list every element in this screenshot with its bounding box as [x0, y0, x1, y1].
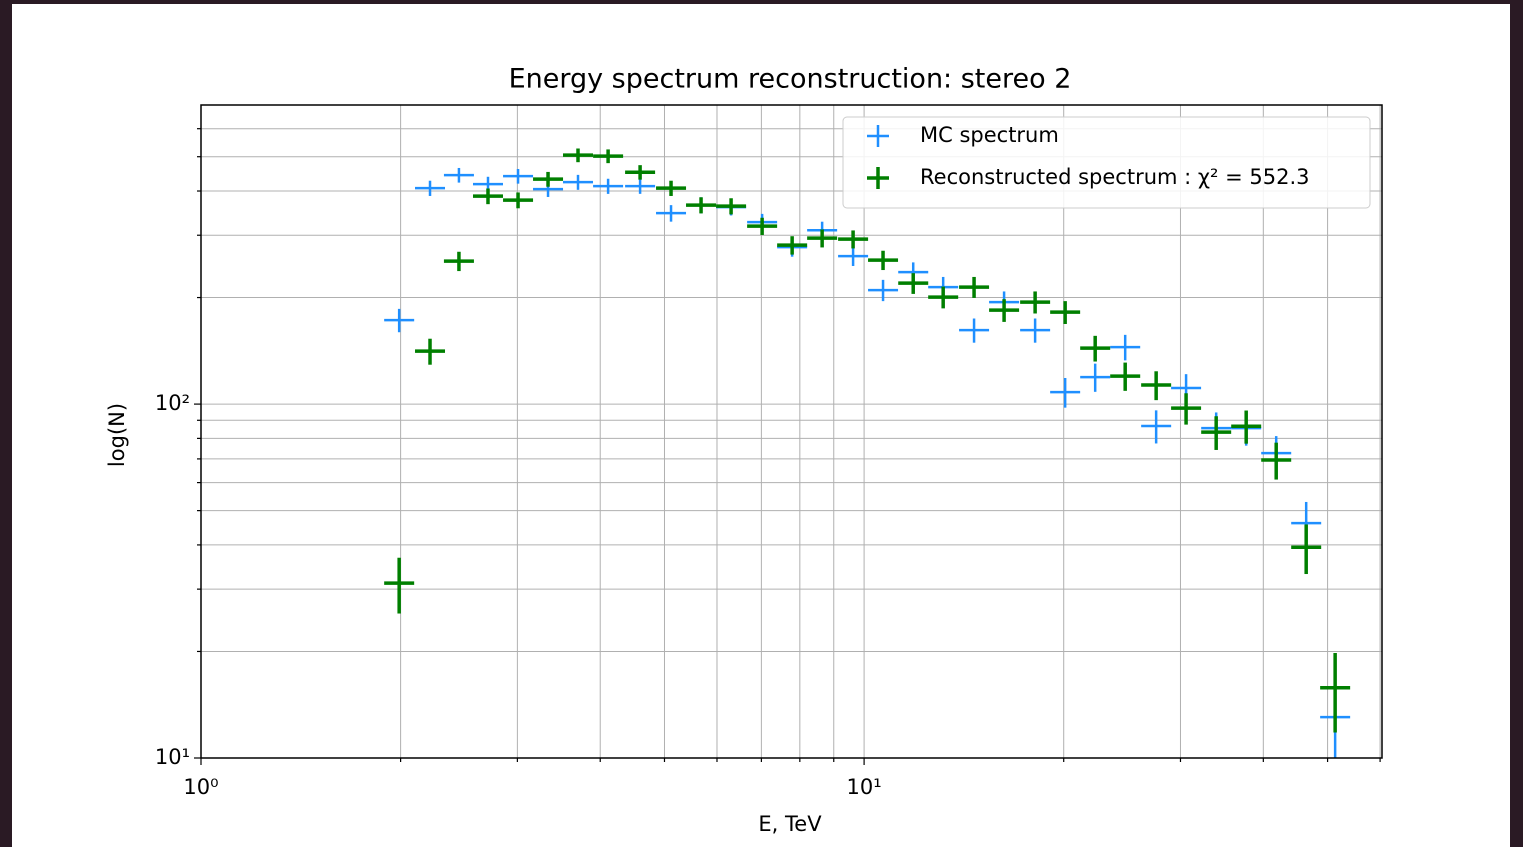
grid [194, 105, 1382, 765]
y-axis-label: log(N) [105, 403, 129, 467]
x-tick-label: 10¹ [847, 775, 882, 799]
chart-title: Energy spectrum reconstruction: stereo 2 [509, 64, 1072, 95]
legend-label: MC spectrum [920, 123, 1059, 147]
plot-data [384, 148, 1351, 758]
legend-box [842, 116, 1371, 209]
plot-frame [200, 104, 1383, 759]
x-axis-label: E, TeV [758, 812, 822, 836]
x-tick-label: 10⁰ [183, 775, 218, 799]
legend: MC spectrum Reconstructed spectrum : χ² =… [842, 116, 1371, 209]
legend-label: Reconstructed spectrum : χ² = 552.3 [920, 165, 1310, 189]
y-tick-label: 10¹ [155, 745, 190, 769]
y-tick-label: 10² [155, 391, 190, 415]
